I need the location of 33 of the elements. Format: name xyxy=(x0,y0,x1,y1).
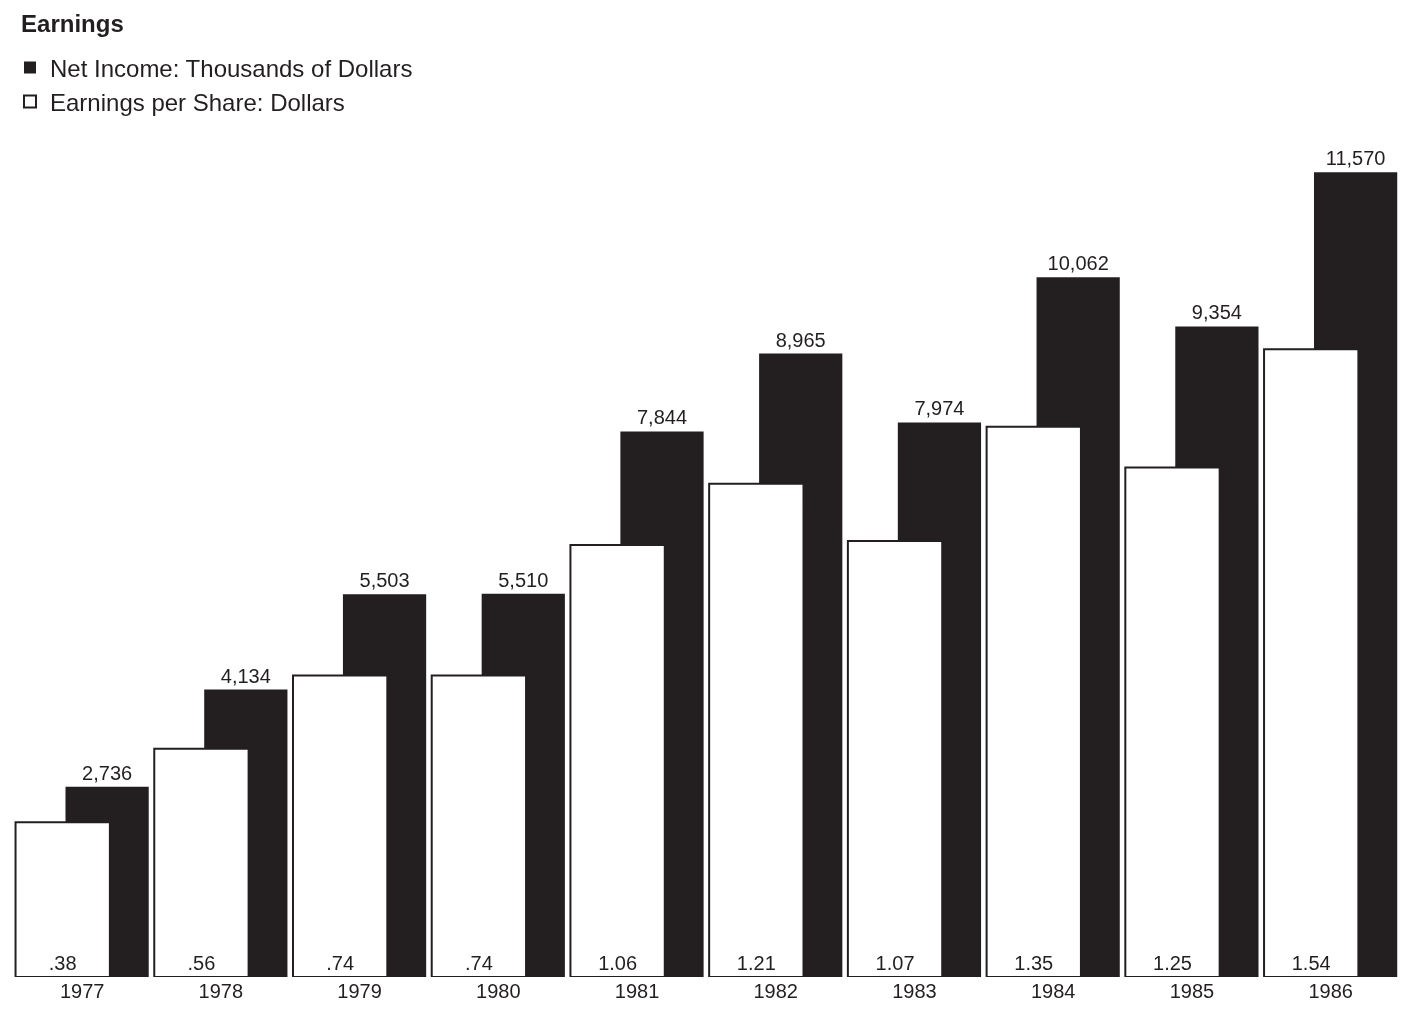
data-label: 7,844 xyxy=(636,406,688,429)
data-label: 1.06 xyxy=(598,952,638,974)
data-label: 10,062 xyxy=(1047,252,1109,275)
data-label: 11,570 xyxy=(1325,147,1386,170)
data-label: 1.07 xyxy=(875,952,915,974)
data-label: .56 xyxy=(187,952,216,974)
data-label: 5,503 xyxy=(359,569,410,592)
x-tick-label: 1983 xyxy=(892,980,937,1002)
data-label: 7,974 xyxy=(914,397,965,420)
data-label: 9,354 xyxy=(1191,301,1242,324)
x-tick-label: 1981 xyxy=(614,980,660,1002)
data-label: .74 xyxy=(326,952,355,974)
data-label: 4,134 xyxy=(220,664,271,687)
data-label: 5,510 xyxy=(498,568,549,591)
data-label: 1.25 xyxy=(1153,952,1192,974)
legend-label: Earnings per Share: Dollars xyxy=(50,88,345,116)
data-label: .38 xyxy=(48,952,77,974)
chart-title: Earnings xyxy=(21,10,124,38)
x-tick-label: 1984 xyxy=(1030,980,1076,1002)
x-tick-label: 1985 xyxy=(1169,980,1215,1002)
data-label: 2,736 xyxy=(82,761,133,784)
data-label: 1.21 xyxy=(736,952,776,974)
data-label: 8,965 xyxy=(775,328,826,351)
data-label: 1.35 xyxy=(1014,952,1054,974)
x-tick-label: 1978 xyxy=(198,980,244,1002)
x-tick-label: 1986 xyxy=(1308,980,1353,1002)
legend-label: Net Income: Thousands of Dollars xyxy=(50,54,413,82)
x-tick-label: 1977 xyxy=(59,980,105,1002)
x-tick-label: 1980 xyxy=(476,980,521,1002)
x-tick-label: 1982 xyxy=(753,980,798,1002)
data-label: 1.54 xyxy=(1291,952,1331,974)
x-tick-label: 1979 xyxy=(337,980,382,1002)
data-label: .74 xyxy=(464,952,493,974)
